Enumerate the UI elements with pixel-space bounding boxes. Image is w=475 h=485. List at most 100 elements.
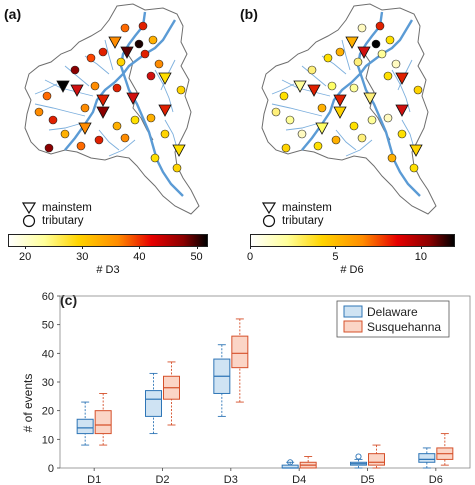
y-tick-label: 40 [42, 348, 54, 360]
tributary-river [34, 83, 58, 95]
mainstem-site-marker [395, 104, 409, 117]
colorbar-tick-label: 40 [133, 251, 146, 263]
colorbar-tick-label: 5 [332, 251, 339, 263]
y-axis-label: # of events [21, 374, 35, 433]
tributary-site-marker [271, 107, 281, 117]
tributary-site-marker [120, 133, 130, 143]
tributary-site-marker [335, 47, 345, 57]
mainstem-site-marker [395, 72, 409, 85]
tributary-site-marker [172, 163, 182, 173]
x-tick-label: D2 [155, 474, 169, 485]
tributary-river [98, 129, 120, 151]
mainstem-site-marker [333, 106, 347, 119]
box-delaware-d6 [418, 447, 436, 469]
tributary-site-marker [42, 91, 52, 101]
circle-icon [262, 214, 276, 228]
box-iqr [231, 335, 249, 369]
tributary-river [104, 39, 114, 71]
colorbar-tick-label: 0 [246, 251, 254, 263]
tributary-site-marker [279, 91, 289, 101]
y-tick-label: 20 [42, 406, 54, 418]
box-delaware-d4 [281, 459, 299, 469]
legend-susquehanna-label: Susquehanna [367, 320, 441, 334]
tributary-site-marker [154, 59, 164, 69]
mainstem-site-marker [293, 80, 307, 93]
basin-outline [24, 3, 200, 215]
y-tick-label: 60 [42, 291, 54, 303]
main-river-susquehanna [301, 19, 414, 151]
box-delaware-d1 [76, 401, 94, 446]
tributary-site-marker [148, 35, 158, 45]
tributary-site-marker [375, 21, 385, 31]
y-tick-label: 0 [48, 463, 54, 475]
tributary-site-marker [90, 81, 100, 91]
colorbar-tick-label: 50 [190, 251, 203, 263]
tributary-river [108, 139, 136, 157]
box-delaware-d5 [350, 453, 367, 469]
tributary-site-marker [297, 129, 307, 139]
panel-b-label: (b) [240, 6, 258, 22]
colorbar-tick-label: 20 [19, 251, 32, 263]
mainstem-site-marker [120, 46, 134, 59]
chart-legend: Delaware Susquehanna [336, 300, 450, 338]
box-delaware-d3 [213, 344, 231, 417]
tributary-river [48, 123, 80, 131]
tributary-site-marker [323, 53, 333, 63]
tributary-site-marker [112, 121, 122, 131]
mainstem-site-marker [158, 72, 172, 85]
tributary-river [281, 79, 331, 97]
chart-title: (c) [60, 292, 77, 308]
mainstem-site-marker [158, 104, 172, 117]
tributary-site-marker [371, 39, 381, 49]
tributary-site-marker [112, 83, 122, 93]
tributary-site-marker [48, 115, 58, 125]
tributary-river [335, 129, 357, 151]
mainstem-site-marker [363, 92, 377, 105]
tributary-site-marker [150, 153, 160, 163]
tributary-site-marker [140, 49, 150, 59]
colorbar-tickmark [420, 246, 422, 249]
legend-tributary-b: tributary [262, 214, 324, 228]
box-susquehanna-d3 [231, 318, 249, 403]
panel-a-label: (a) [4, 6, 22, 22]
tributary-site-marker [409, 163, 419, 173]
box-susquehanna-d4 [299, 456, 317, 469]
tributary-river [34, 103, 86, 117]
tributary-site-marker [327, 81, 337, 91]
x-tick-label: D5 [360, 474, 374, 485]
mainstem-site-marker [78, 122, 92, 135]
mainstem-site-marker [172, 144, 186, 157]
colorbar-b [250, 234, 455, 247]
tributary-site-marker [160, 129, 170, 139]
legend-tributary-label: tributary [42, 215, 84, 227]
tributary-site-marker [176, 85, 186, 95]
legend-delaware-label: Delaware [367, 305, 418, 319]
mainstem-site-marker [315, 122, 329, 135]
tributary-river [401, 119, 415, 149]
tributary-site-marker [94, 135, 104, 145]
tributary-site-marker [44, 143, 54, 153]
tributary-site-marker [387, 153, 397, 163]
tributary-site-marker [134, 39, 144, 49]
tributary-site-marker [413, 85, 423, 95]
legend-tributary-a: tributary [22, 214, 84, 228]
tributary-site-marker [285, 115, 295, 125]
tributary-site-marker [98, 47, 108, 57]
tributary-site-marker [383, 71, 393, 81]
tributary-river [64, 65, 90, 87]
box-iqr [145, 390, 162, 417]
box-susquehanna-d1 [94, 393, 112, 446]
legend-mainstem-b: mainstem [262, 201, 332, 215]
x-tick-label: D4 [292, 474, 306, 485]
outlier-point [355, 453, 362, 460]
tributary-river [301, 65, 327, 87]
main-river-susquehanna [64, 19, 177, 151]
tributary-river [271, 83, 295, 95]
tributary-site-marker [307, 65, 317, 75]
boxplot-chart: (c) # of events 0 10 20 30 40 50 60 D1 D2 D3 D4 D5 D… [21, 291, 471, 485]
circle-icon [22, 214, 36, 228]
colorbar-tickmark [82, 246, 84, 249]
mainstem-site-marker [307, 84, 321, 97]
tributary-site-marker [86, 53, 96, 63]
tributary-river [271, 103, 323, 117]
